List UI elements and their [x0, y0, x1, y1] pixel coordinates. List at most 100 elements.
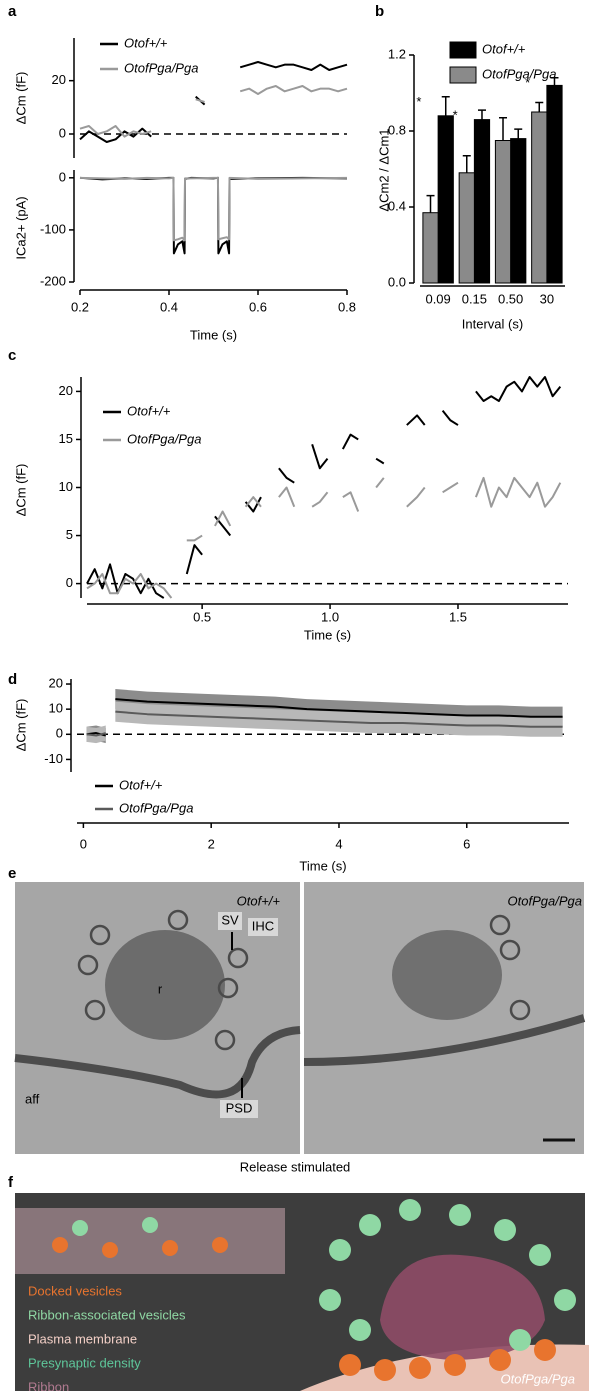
legend-label: Otof+/+	[482, 41, 526, 56]
structure-label: r	[158, 981, 163, 996]
x-tick-label: 1.5	[449, 609, 467, 624]
vesicle	[534, 1339, 556, 1361]
legend-label: Ribbon	[28, 1379, 69, 1391]
legend-label: Otof+/+	[119, 777, 163, 792]
line	[79, 176, 348, 255]
x-tick-label: 0	[80, 836, 87, 851]
bar	[437, 115, 454, 284]
legend-label: Ribbon-associated vesicles	[28, 1307, 186, 1322]
genotype-label: OtofPga/Pga	[508, 893, 582, 908]
bar	[422, 212, 439, 284]
vesicle	[142, 1217, 158, 1233]
panel-label: e	[8, 865, 16, 882]
genotype-label: OtofPga/Pga	[501, 1371, 575, 1386]
structure-label: PSD	[226, 1100, 253, 1115]
y-tick-label: 0.4	[388, 198, 406, 213]
x-tick-label: 0.4	[160, 299, 178, 314]
bar	[531, 111, 548, 284]
vesicle	[162, 1240, 178, 1256]
y-tick-label: 5	[66, 527, 73, 542]
y-tick-label: 0	[59, 125, 66, 140]
structure-label: IHC	[252, 918, 274, 933]
vesicle	[349, 1319, 371, 1341]
y-axis-label: ΔCm2 / ΔCm1	[376, 128, 391, 211]
legend-label: OtofPga/Pga	[127, 431, 201, 446]
bar	[473, 119, 491, 284]
vesicle	[167, 909, 189, 931]
significance: *	[525, 75, 530, 90]
y-tick-label: 10	[59, 479, 73, 494]
legend-label: OtofPga/Pga	[482, 66, 556, 81]
genotype-label: Otof+/+	[237, 893, 281, 908]
error-bar	[441, 96, 450, 116]
significance: *	[453, 108, 458, 123]
x-tick-label: 0.6	[249, 299, 267, 314]
vesicle	[509, 999, 531, 1021]
structure-label: SV	[221, 912, 239, 927]
caption: Release stimulated	[240, 1159, 351, 1174]
label-box	[248, 918, 278, 936]
y-tick-label: 0	[59, 169, 66, 184]
legend-swatch	[449, 41, 477, 59]
error-bar	[535, 101, 544, 112]
y-tick-label: 20	[59, 383, 73, 398]
ribbon	[392, 930, 502, 1020]
legend-label: OtofPga/Pga	[119, 800, 193, 815]
bar	[494, 140, 512, 284]
panel-label: a	[8, 3, 17, 20]
bar	[546, 84, 563, 284]
x-tick-label: 30	[540, 291, 554, 306]
vesicle	[449, 1204, 471, 1226]
vesicle	[89, 924, 111, 946]
panel-label: c	[8, 347, 16, 364]
y-tick-label: 1.2	[388, 46, 406, 61]
membrane	[14, 1026, 301, 1099]
vesicles	[77, 909, 531, 1051]
line	[79, 176, 348, 242]
vesicle	[52, 1237, 68, 1253]
y-tick-label: -100	[40, 221, 66, 236]
label-box	[220, 1100, 258, 1118]
vesicle	[77, 954, 99, 976]
x-tick-label: 0.2	[71, 299, 89, 314]
vesicle	[214, 1029, 236, 1051]
vesicle	[399, 1199, 421, 1221]
error-bar	[499, 116, 508, 141]
x-tick-label: 2	[208, 836, 215, 851]
vesicle	[499, 939, 521, 961]
vesicle	[489, 1349, 511, 1371]
ribbon-render	[380, 1254, 545, 1360]
x-tick-label: 0.15	[462, 291, 487, 306]
legend-label: OtofPga/Pga	[124, 60, 198, 75]
membrane	[303, 1014, 586, 1066]
vesicle	[554, 1289, 576, 1311]
structure-label: aff	[25, 1091, 40, 1106]
x-axis-label: Time (s)	[304, 627, 351, 642]
vesicle	[212, 1237, 228, 1253]
vesicle	[217, 977, 239, 999]
x-tick-label: 4	[335, 836, 342, 851]
legend-label: Otof+/+	[127, 403, 171, 418]
x-axis-label: Time (s)	[190, 327, 237, 342]
vesicle	[102, 1242, 118, 1258]
y-tick-label: 0.8	[388, 122, 406, 137]
y-tick-label: 20	[52, 72, 66, 87]
legend-swatch	[449, 66, 477, 84]
y-axis-label: ΔCm (fF)	[13, 464, 28, 517]
panel-label: d	[8, 671, 17, 688]
docked-group	[52, 1237, 556, 1381]
bar	[510, 138, 527, 284]
panel-label: f	[8, 1174, 14, 1191]
vesicle	[374, 1359, 396, 1381]
line	[86, 710, 563, 737]
x-tick-label: 1.0	[321, 609, 339, 624]
y-axis-label: ΔCm (fF)	[13, 699, 28, 752]
y-tick-label: 0	[56, 726, 63, 741]
legend-label: Plasma membrane	[28, 1331, 137, 1346]
x-tick-label: 0.50	[498, 291, 523, 306]
legend-label: Docked vesicles	[28, 1283, 122, 1298]
y-tick-label: 20	[49, 675, 63, 690]
vesicle	[359, 1214, 381, 1236]
y-tick-label: 0.0	[388, 274, 406, 289]
